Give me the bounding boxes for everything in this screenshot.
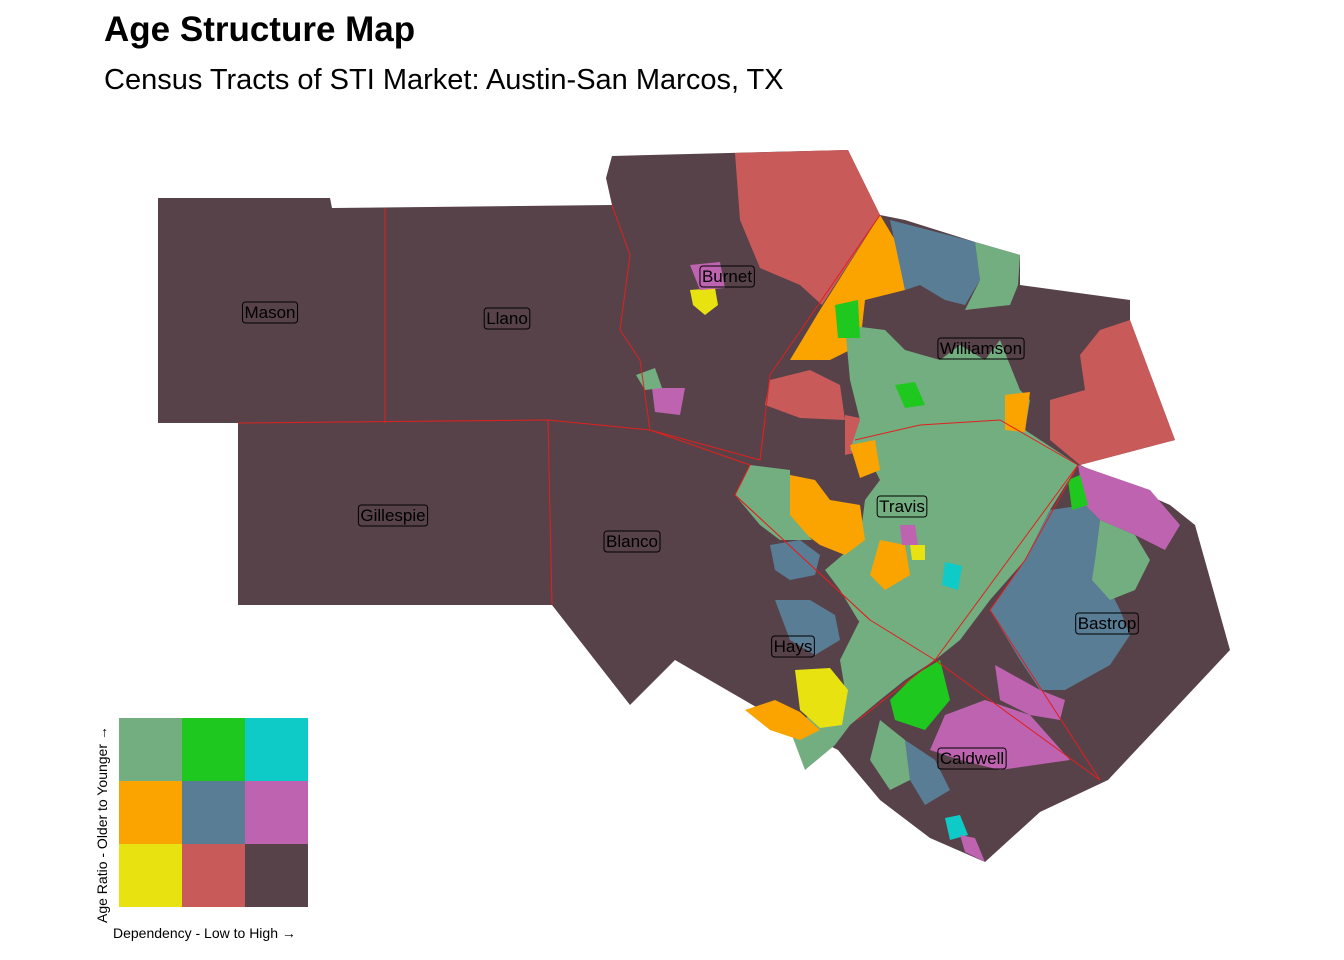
tract-orange-c4 bbox=[850, 440, 880, 478]
legend-cell bbox=[119, 844, 182, 907]
border-burnet-williamson bbox=[759, 214, 881, 461]
legend-x-label: Dependency - Low to High → bbox=[113, 925, 296, 941]
tract-green-n bbox=[965, 242, 1020, 310]
county-label-travis: Travis bbox=[876, 495, 928, 518]
map-title: Age Structure Map bbox=[104, 10, 416, 49]
tract-brightgreen-bastrop bbox=[1068, 475, 1088, 510]
county-borders bbox=[237, 204, 1101, 781]
tract-cyan-travis bbox=[942, 562, 962, 590]
border-hays-travis bbox=[734, 494, 871, 621]
county-labels: Mason Llano Burnet Williamson Gillespie Blanc… bbox=[241, 265, 1139, 770]
county-label-bastrop: Bastrop bbox=[1075, 612, 1139, 635]
svg-text:Blanco: Blanco bbox=[606, 532, 658, 551]
map-subtitle: Census Tracts of STI Market: Austin-San … bbox=[104, 64, 784, 96]
legend-cell bbox=[119, 718, 182, 781]
tract-cyan-caldwell bbox=[945, 815, 968, 840]
svg-text:Caldwell: Caldwell bbox=[940, 749, 1004, 768]
svg-text:Gillespie: Gillespie bbox=[360, 506, 425, 525]
county-label-burnet: Burnet bbox=[699, 265, 755, 288]
svg-text:Llano: Llano bbox=[486, 309, 528, 328]
border-gillespie-blanco bbox=[547, 419, 553, 606]
legend-cell bbox=[182, 718, 245, 781]
tract-blue-hays bbox=[775, 600, 840, 655]
border-caldwell bbox=[857, 659, 1101, 781]
tract-blue-bastrop bbox=[990, 505, 1130, 690]
county-label-caldwell: Caldwell bbox=[937, 747, 1007, 770]
county-label-gillespie: Gillespie bbox=[357, 504, 429, 527]
tract-red-west bbox=[765, 370, 845, 420]
tract-pink-caldwell-s bbox=[960, 835, 985, 862]
tract-pink-llano bbox=[652, 388, 685, 415]
tract-brightgreen-caldwell bbox=[890, 660, 950, 730]
county-label-williamson: Williamson bbox=[937, 337, 1025, 360]
tract-orange-c2 bbox=[870, 540, 910, 590]
legend-cell bbox=[182, 844, 245, 907]
tract-orange-hays bbox=[745, 700, 820, 740]
tract-pink-caldwell bbox=[930, 700, 1070, 770]
tract-brightgreen-wm bbox=[835, 300, 860, 338]
tract-red-north bbox=[735, 150, 880, 305]
svg-text:Mason: Mason bbox=[244, 303, 295, 322]
tract-blue-nw bbox=[890, 220, 980, 305]
legend-y-label: Age Ratio - Older to Younger → bbox=[94, 726, 110, 923]
tract-pink-bastrop bbox=[1078, 465, 1180, 550]
tract-orange-c3 bbox=[1005, 392, 1030, 432]
legend-cell bbox=[182, 781, 245, 844]
market-base bbox=[158, 150, 1230, 862]
border-bastrop bbox=[989, 464, 1101, 781]
tract-pink-se bbox=[995, 665, 1065, 720]
county-label-blanco: Blanco bbox=[603, 530, 661, 553]
tract-red-east bbox=[1050, 320, 1175, 465]
tract-yellow-hays bbox=[795, 668, 848, 728]
tract-yellow-burnet bbox=[690, 288, 718, 315]
tract-blue-tw bbox=[770, 540, 820, 580]
svg-text:Williamson: Williamson bbox=[940, 339, 1022, 358]
tract-blue-caldwell bbox=[905, 740, 950, 805]
legend-cell bbox=[245, 718, 308, 781]
legend-cell bbox=[245, 844, 308, 907]
svg-text:Burnet: Burnet bbox=[702, 267, 752, 286]
tract-orange-c1 bbox=[785, 475, 865, 555]
county-label-hays: Hays bbox=[771, 635, 815, 658]
legend-cell bbox=[119, 781, 182, 844]
tract-green-caldwell bbox=[870, 720, 910, 790]
county-label-mason: Mason bbox=[241, 301, 299, 324]
county-label-llano: Llano bbox=[483, 307, 531, 330]
tract-green-hays bbox=[790, 620, 935, 770]
svg-text:Bastrop: Bastrop bbox=[1078, 614, 1137, 633]
bivariate-legend bbox=[119, 718, 309, 908]
svg-text:Travis: Travis bbox=[879, 497, 925, 516]
tract-pink-c bbox=[900, 525, 918, 545]
border-blanco-travis bbox=[547, 419, 751, 466]
tract-green-bastrop bbox=[1092, 520, 1150, 600]
tract-orange-wm bbox=[790, 215, 905, 360]
tract-pink-burnet bbox=[690, 262, 725, 290]
border-travis-williamson bbox=[854, 419, 1079, 466]
border-llano-gillespie bbox=[237, 419, 549, 424]
legend-cell bbox=[245, 781, 308, 844]
tract-yellow-c bbox=[910, 545, 925, 560]
tract-green-llano bbox=[636, 368, 662, 390]
tract-layer bbox=[158, 150, 1230, 862]
tract-brightgreen-c bbox=[895, 382, 925, 408]
tract-green-tw bbox=[735, 465, 812, 540]
svg-text:Hays: Hays bbox=[774, 637, 813, 656]
